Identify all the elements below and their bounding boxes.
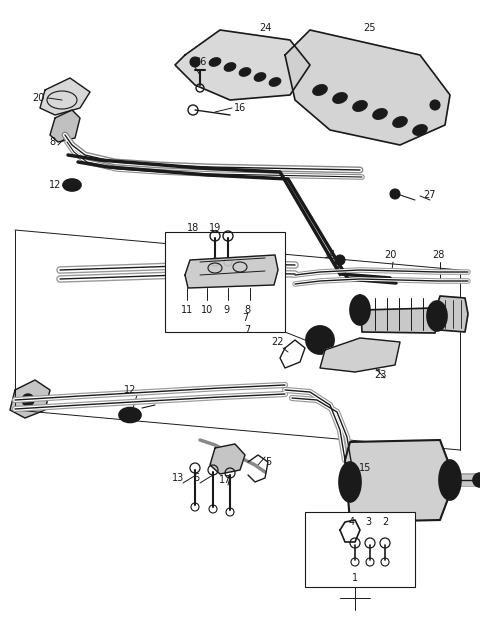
Ellipse shape [473, 473, 480, 487]
Circle shape [123, 408, 137, 422]
Text: 11: 11 [181, 305, 193, 315]
Text: 7: 7 [244, 325, 250, 335]
Polygon shape [185, 255, 278, 288]
Text: 27: 27 [424, 190, 436, 200]
Text: 13: 13 [172, 473, 184, 483]
Text: 22: 22 [272, 337, 284, 347]
Text: 7: 7 [242, 313, 248, 323]
Text: 10: 10 [201, 305, 213, 315]
Ellipse shape [427, 301, 447, 331]
Text: 2: 2 [382, 517, 388, 527]
Ellipse shape [63, 179, 81, 191]
Ellipse shape [209, 57, 221, 66]
Text: 4: 4 [349, 517, 355, 527]
Ellipse shape [339, 462, 361, 502]
Polygon shape [40, 78, 90, 115]
Ellipse shape [393, 117, 407, 127]
Polygon shape [175, 30, 310, 100]
Ellipse shape [350, 295, 370, 325]
Text: 17: 17 [219, 475, 231, 485]
Text: 8: 8 [244, 305, 250, 315]
Circle shape [67, 180, 77, 190]
Polygon shape [285, 30, 450, 145]
Ellipse shape [312, 332, 328, 348]
Polygon shape [210, 444, 245, 474]
Text: 6: 6 [193, 473, 199, 483]
Text: 25: 25 [364, 23, 376, 33]
Text: 5: 5 [265, 457, 271, 467]
Text: 20: 20 [32, 93, 44, 103]
Text: 1: 1 [352, 573, 358, 583]
Text: 26: 26 [194, 57, 206, 67]
Ellipse shape [373, 109, 387, 119]
Polygon shape [10, 380, 50, 418]
Ellipse shape [254, 73, 266, 81]
Text: 3: 3 [365, 517, 371, 527]
Ellipse shape [239, 68, 251, 76]
Text: 28: 28 [432, 250, 444, 260]
Ellipse shape [269, 78, 281, 86]
Text: 24: 24 [259, 23, 271, 33]
Ellipse shape [439, 460, 461, 500]
Ellipse shape [353, 100, 367, 111]
Text: 21: 21 [316, 335, 328, 345]
Bar [305, 512, 415, 587]
Circle shape [430, 100, 440, 110]
Polygon shape [345, 440, 455, 522]
Ellipse shape [313, 85, 327, 95]
Text: 20: 20 [384, 250, 396, 260]
Text: 12: 12 [124, 385, 136, 395]
Polygon shape [320, 338, 400, 372]
Ellipse shape [119, 407, 141, 422]
Text: 23: 23 [374, 370, 386, 380]
Text: 18: 18 [187, 223, 199, 233]
Circle shape [22, 394, 34, 406]
Text: 19: 19 [209, 223, 221, 233]
Polygon shape [360, 295, 438, 333]
Text: 12: 12 [49, 180, 61, 190]
Bar [165, 232, 285, 332]
Text: 8: 8 [49, 137, 55, 147]
Ellipse shape [224, 63, 236, 71]
Text: 9: 9 [223, 305, 229, 315]
Text: 15: 15 [359, 463, 371, 473]
Circle shape [190, 57, 200, 67]
Ellipse shape [306, 326, 334, 354]
Polygon shape [50, 110, 80, 142]
Ellipse shape [333, 92, 347, 104]
Text: 14: 14 [324, 250, 336, 260]
Text: 16: 16 [234, 103, 246, 113]
Ellipse shape [413, 125, 427, 135]
Circle shape [390, 189, 400, 199]
Polygon shape [437, 296, 468, 332]
Circle shape [335, 255, 345, 265]
